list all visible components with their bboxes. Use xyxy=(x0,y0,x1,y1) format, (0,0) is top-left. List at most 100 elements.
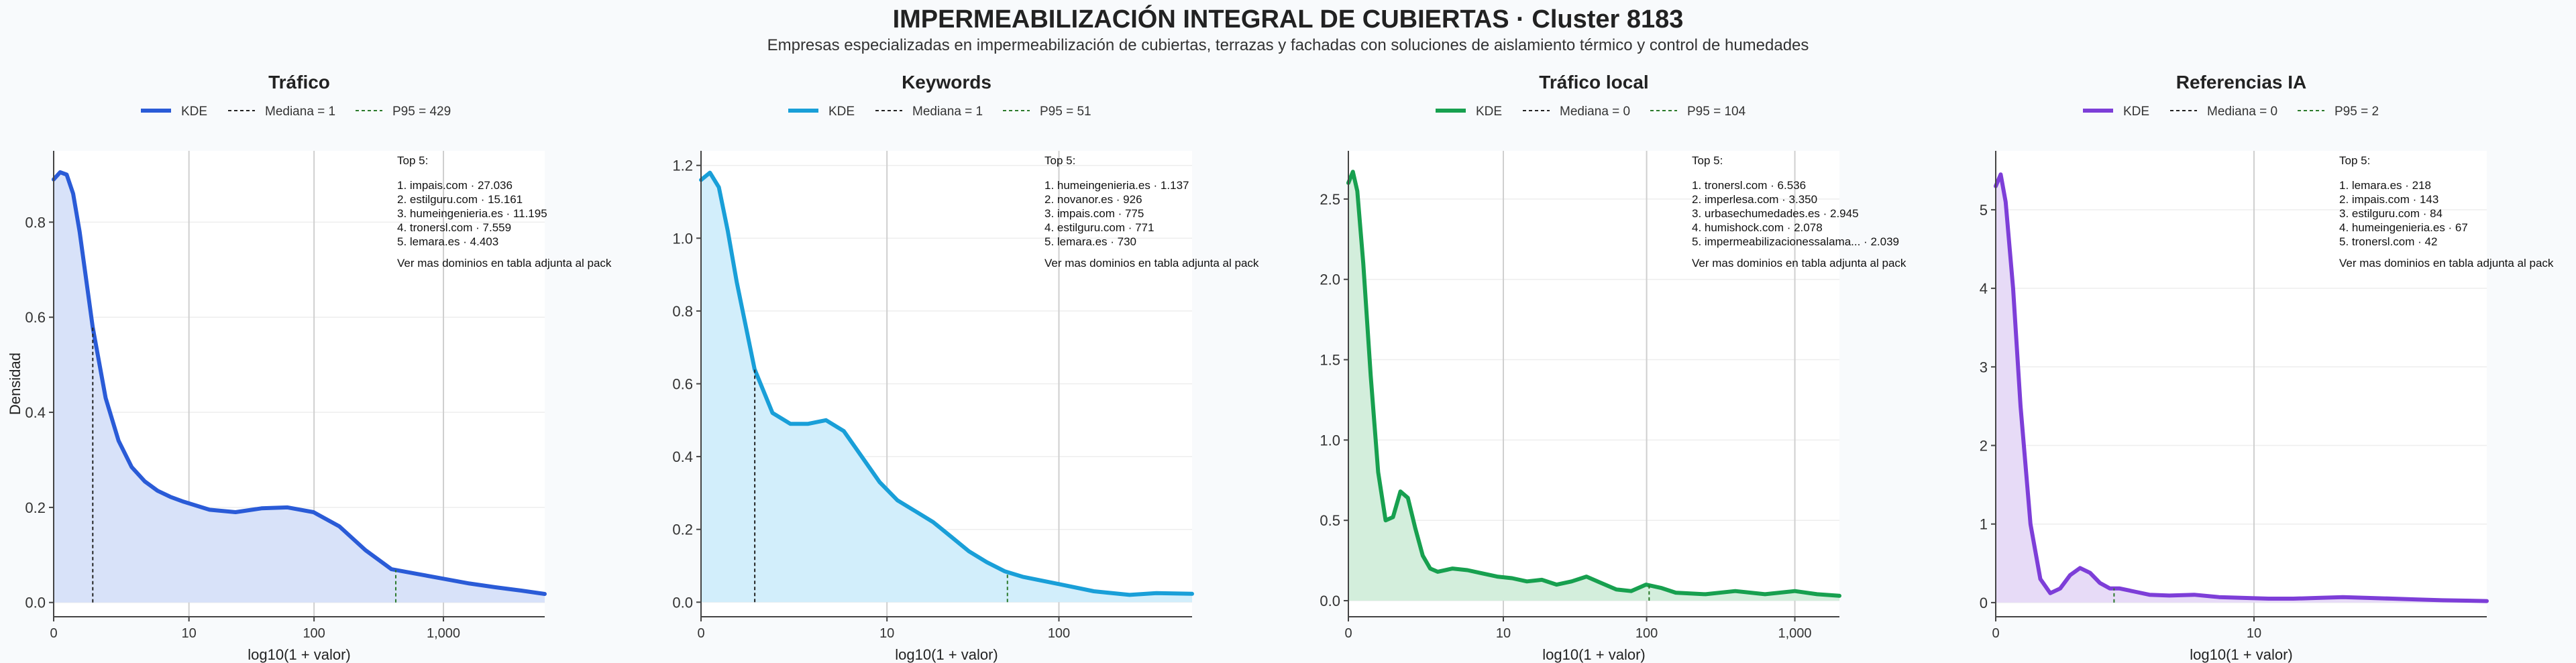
y-tick-label: 3 xyxy=(1980,359,1988,375)
y-tick-label: 1.2 xyxy=(672,158,693,174)
y-tick-label: 5 xyxy=(1980,202,1988,219)
kde-area xyxy=(1348,172,1839,601)
x-axis-label: log10(1 + valor) xyxy=(248,646,350,663)
y-tick-label: 1 xyxy=(1980,516,1988,533)
x-tick-label: 1,000 xyxy=(427,626,460,641)
chart-title: Tráfico local xyxy=(1539,72,1648,93)
page-title: IMPERMEABILIZACIÓN INTEGRAL DE CUBIERTAS… xyxy=(892,5,1684,34)
y-tick-label: 0.0 xyxy=(25,595,46,611)
chart-1: 0.0 0.2 0.4 0.6 0.8 0 10 100 1,000 log10(1 + valo… xyxy=(7,72,612,663)
top5-item: 2. novanor.es · 926 xyxy=(1044,193,1142,206)
top5-item: 5. impermeabilizacionessalama... · 2.039 xyxy=(1692,235,1899,248)
x-tick-label: 10 xyxy=(2247,626,2261,641)
top5-note: Ver mas dominios en tabla adjunta al pac… xyxy=(2339,257,2554,269)
top5-note: Ver mas dominios en tabla adjunta al pac… xyxy=(1692,257,1907,269)
top5-item: 1. lemara.es · 218 xyxy=(2339,179,2431,192)
y-tick-label: 1.5 xyxy=(1320,352,1340,369)
top5-item: 3. impais.com · 775 xyxy=(1044,207,1144,220)
legend: KDE Mediana = 1 P95 = 51 xyxy=(788,105,1091,119)
top5-item: 5. tronersl.com · 42 xyxy=(2339,235,2437,248)
y-tick-label: 2.0 xyxy=(1320,272,1340,288)
legend-kde-label: KDE xyxy=(1476,105,1502,119)
x-tick-label: 1,000 xyxy=(1778,626,1812,641)
legend-p95-label: P95 = 2 xyxy=(2334,105,2379,119)
chart-title: Referencias IA xyxy=(2176,72,2307,93)
y-tick-label: 0.0 xyxy=(672,594,693,611)
x-axis-label: log10(1 + valor) xyxy=(1542,646,1645,663)
top5-item: 4. estilguru.com · 771 xyxy=(1044,221,1154,234)
kde-area xyxy=(701,172,1192,603)
chart-2: 0.0 0.2 0.4 0.6 0.8 1.0 1.2 0 10 100 log10(1 + val… xyxy=(672,72,1259,663)
legend-p95-label: P95 = 429 xyxy=(392,105,451,119)
x-tick-label: 0 xyxy=(1344,626,1352,641)
x-axis-label: log10(1 + valor) xyxy=(2190,646,2292,663)
x-tick-label: 10 xyxy=(1496,626,1511,641)
top5-item: 2. impais.com · 143 xyxy=(2339,193,2438,206)
top5-item: 1. humeingenieria.es · 1.137 xyxy=(1044,179,1189,192)
x-axis-label: log10(1 + valor) xyxy=(895,646,998,663)
legend: KDE Mediana = 1 P95 = 429 xyxy=(141,105,451,119)
x-tick-label: 0 xyxy=(50,626,57,641)
top5-note: Ver mas dominios en tabla adjunta al pac… xyxy=(397,257,612,269)
y-tick-label: 0.6 xyxy=(25,309,46,326)
legend: KDE Mediana = 0 P95 = 2 xyxy=(2083,105,2379,119)
x-tick-label: 10 xyxy=(182,626,197,641)
legend-median-label: Mediana = 0 xyxy=(1560,105,1630,119)
top5-item: 4. tronersl.com · 7.559 xyxy=(397,221,511,234)
top5-title: Top 5: xyxy=(2339,154,2370,167)
y-tick-label: 0.2 xyxy=(25,499,46,516)
top5-item: 3. estilguru.com · 84 xyxy=(2339,207,2443,220)
chart-3: 0.0 0.5 1.0 1.5 2.0 2.5 0 10 100 1,000 log10(1 + v… xyxy=(1320,72,1907,663)
legend-p95-label: P95 = 104 xyxy=(1687,105,1746,119)
legend: KDE Mediana = 0 P95 = 104 xyxy=(1436,105,1746,119)
y-tick-label: 0.5 xyxy=(1320,512,1340,529)
top5-item: 3. humeingenieria.es · 11.195 xyxy=(397,207,547,220)
legend-median-label: Mediana = 1 xyxy=(912,105,983,119)
y-tick-label: 4 xyxy=(1980,280,1988,297)
top5-item: 2. imperlesa.com · 3.350 xyxy=(1692,193,1817,206)
y-tick-label: 1.0 xyxy=(1320,432,1340,448)
x-tick-label: 0 xyxy=(1992,626,1999,641)
y-tick-label: 1.0 xyxy=(672,230,693,247)
chart-title: Keywords xyxy=(902,72,991,93)
y-tick-label: 0.6 xyxy=(672,376,693,393)
x-tick-label: 100 xyxy=(1635,626,1658,641)
top5-title: Top 5: xyxy=(397,154,428,167)
top5-title: Top 5: xyxy=(1044,154,1075,167)
kde-line xyxy=(699,170,1194,597)
top5-item: 4. humishock.com · 2.078 xyxy=(1692,221,1823,234)
kde-line xyxy=(1994,172,2489,603)
y-tick-label: 0.4 xyxy=(672,448,693,465)
x-tick-label: 100 xyxy=(303,626,325,641)
x-tick-label: 100 xyxy=(1048,626,1070,641)
y-tick-label: 2 xyxy=(1980,438,1988,455)
legend-kde-label: KDE xyxy=(2123,105,2149,119)
top5-item: 1. impais.com · 27.036 xyxy=(397,179,513,192)
x-tick-label: 0 xyxy=(697,626,704,641)
top5-item: 4. humeingenieria.es · 67 xyxy=(2339,221,2468,234)
top5-item: 1. tronersl.com · 6.536 xyxy=(1692,179,1806,192)
page-subtitle: Empresas especializadas en impermeabiliz… xyxy=(767,36,1809,54)
y-tick-label: 0 xyxy=(1980,595,1988,611)
y-tick-label: 0.2 xyxy=(672,522,693,538)
legend-kde-label: KDE xyxy=(828,105,855,119)
y-axis-label: Densidad xyxy=(7,353,23,415)
legend-p95-label: P95 = 51 xyxy=(1040,105,1091,119)
kde-area xyxy=(54,172,545,603)
kde-line xyxy=(1346,170,1841,598)
legend-median-label: Mediana = 1 xyxy=(265,105,335,119)
y-tick-label: 2.5 xyxy=(1320,191,1340,208)
top5-item: 5. lemara.es · 730 xyxy=(1044,235,1136,248)
x-tick-label: 10 xyxy=(879,626,894,641)
kde-line xyxy=(52,170,547,596)
plot-area xyxy=(1996,151,2487,617)
legend-kde-label: KDE xyxy=(181,105,207,119)
top5-note: Ver mas dominios en tabla adjunta al pac… xyxy=(1044,257,1259,269)
top5-item: 2. estilguru.com · 15.161 xyxy=(397,193,523,206)
top5-title: Top 5: xyxy=(1692,154,1723,167)
